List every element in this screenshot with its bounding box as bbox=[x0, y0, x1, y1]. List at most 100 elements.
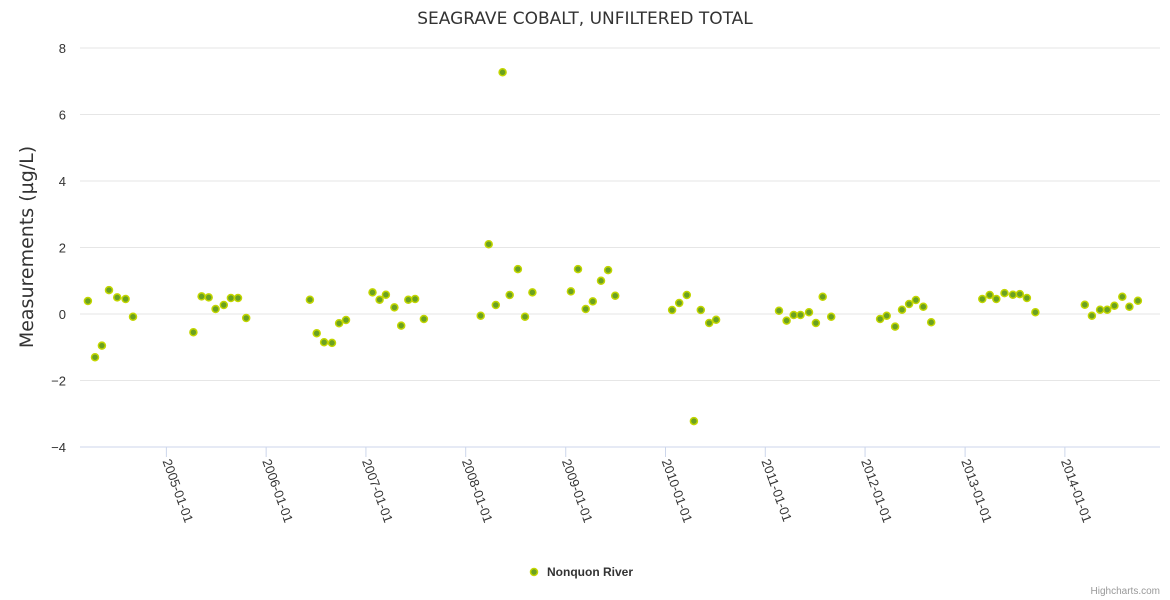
data-point[interactable] bbox=[926, 318, 936, 327]
data-point[interactable] bbox=[226, 293, 236, 303]
legend-label[interactable]: Nonquon River bbox=[547, 565, 633, 579]
data-point[interactable] bbox=[1022, 293, 1032, 303]
data-point[interactable] bbox=[1031, 308, 1040, 317]
data-point[interactable] bbox=[826, 312, 836, 321]
data-point[interactable] bbox=[491, 300, 501, 310]
data-point[interactable] bbox=[390, 303, 399, 312]
data-point[interactable] bbox=[1133, 296, 1143, 305]
data-point[interactable] bbox=[104, 285, 114, 295]
data-point[interactable] bbox=[566, 287, 576, 296]
data-point[interactable] bbox=[520, 312, 530, 321]
y-gridlines bbox=[80, 47, 1160, 381]
data-point[interactable] bbox=[704, 318, 714, 328]
data-point[interactable] bbox=[789, 310, 798, 320]
data-point[interactable] bbox=[596, 276, 606, 286]
data-point[interactable] bbox=[1125, 302, 1134, 311]
y-tick-label: 2 bbox=[59, 241, 66, 256]
data-point[interactable] bbox=[211, 304, 220, 314]
data-point[interactable] bbox=[875, 314, 885, 324]
data-point[interactable] bbox=[319, 338, 329, 347]
data-point[interactable] bbox=[404, 295, 413, 304]
data-point[interactable] bbox=[1110, 301, 1119, 310]
data-point[interactable] bbox=[610, 291, 620, 300]
data-point[interactable] bbox=[334, 319, 344, 328]
legend-marker bbox=[529, 567, 539, 577]
data-point[interactable] bbox=[674, 298, 684, 308]
data-point[interactable] bbox=[305, 295, 315, 304]
data-point[interactable] bbox=[667, 305, 677, 315]
data-point[interactable] bbox=[233, 293, 243, 303]
data-point[interactable] bbox=[1095, 305, 1105, 314]
data-point[interactable] bbox=[112, 293, 122, 302]
data-point[interactable] bbox=[484, 239, 493, 249]
y-tick-label: 4 bbox=[59, 174, 66, 189]
data-point[interactable] bbox=[204, 293, 213, 302]
data-point[interactable] bbox=[818, 292, 827, 301]
data-point[interactable] bbox=[90, 352, 100, 362]
y-axis-label: Measurements (µg/L) bbox=[16, 146, 38, 348]
data-point[interactable] bbox=[498, 68, 507, 77]
data-point[interactable] bbox=[897, 305, 907, 314]
data-point[interactable] bbox=[375, 295, 384, 304]
credits-link[interactable]: Highcharts.com bbox=[1091, 586, 1160, 597]
data-point[interactable] bbox=[796, 310, 805, 320]
data-point[interactable] bbox=[978, 294, 987, 304]
data-point[interactable] bbox=[381, 290, 391, 299]
data-point[interactable] bbox=[410, 294, 420, 304]
data-point[interactable] bbox=[419, 314, 429, 324]
data-point[interactable] bbox=[782, 316, 791, 325]
y-tick-label: 0 bbox=[59, 307, 66, 322]
data-point[interactable] bbox=[911, 295, 921, 305]
data-point[interactable] bbox=[312, 329, 321, 338]
data-point[interactable] bbox=[890, 322, 900, 331]
data-point[interactable] bbox=[804, 308, 814, 317]
series-nonquon-river bbox=[83, 68, 1143, 426]
data-point[interactable] bbox=[1000, 288, 1009, 298]
data-point[interactable] bbox=[711, 315, 721, 324]
data-point[interactable] bbox=[513, 264, 523, 274]
data-point[interactable] bbox=[992, 294, 1001, 304]
data-point[interactable] bbox=[581, 304, 590, 314]
data-point[interactable] bbox=[1080, 300, 1090, 309]
data-point[interactable] bbox=[904, 299, 914, 309]
data-point[interactable] bbox=[197, 292, 206, 301]
y-tick-label: −2 bbox=[51, 374, 66, 389]
data-point[interactable] bbox=[573, 264, 583, 274]
data-point[interactable] bbox=[368, 288, 377, 297]
data-point[interactable] bbox=[774, 306, 784, 315]
data-point[interactable] bbox=[219, 300, 229, 310]
data-point[interactable] bbox=[128, 312, 138, 321]
data-point[interactable] bbox=[1087, 311, 1097, 320]
data-point[interactable] bbox=[689, 416, 699, 426]
data-point[interactable] bbox=[241, 313, 251, 323]
data-point[interactable] bbox=[588, 297, 598, 306]
data-point[interactable] bbox=[1102, 305, 1112, 314]
data-point[interactable] bbox=[327, 338, 337, 348]
data-point[interactable] bbox=[121, 294, 130, 304]
data-point[interactable] bbox=[189, 328, 198, 337]
data-point[interactable] bbox=[696, 305, 706, 315]
data-point[interactable] bbox=[682, 290, 692, 300]
chart-title: SEAGRAVE COBALT, UNFILTERED TOTAL bbox=[417, 9, 753, 29]
y-tick-label: −4 bbox=[51, 440, 66, 455]
data-point[interactable] bbox=[919, 302, 928, 311]
data-point[interactable] bbox=[396, 321, 406, 330]
data-point[interactable] bbox=[1118, 292, 1127, 301]
data-point[interactable] bbox=[476, 311, 485, 320]
y-tick-label: 6 bbox=[59, 108, 66, 123]
data-point[interactable] bbox=[985, 290, 994, 300]
data-point[interactable] bbox=[341, 315, 351, 325]
data-point[interactable] bbox=[528, 288, 537, 297]
data-point[interactable] bbox=[603, 265, 613, 275]
data-point[interactable] bbox=[811, 318, 821, 328]
data-point[interactable] bbox=[83, 296, 93, 306]
y-tick-label: 8 bbox=[59, 41, 66, 56]
legend[interactable]: Nonquon River bbox=[529, 565, 634, 579]
data-point[interactable] bbox=[1015, 289, 1025, 299]
data-point[interactable] bbox=[882, 311, 891, 320]
data-point[interactable] bbox=[1008, 290, 1018, 299]
data-point[interactable] bbox=[505, 290, 514, 300]
data-point[interactable] bbox=[97, 341, 107, 350]
